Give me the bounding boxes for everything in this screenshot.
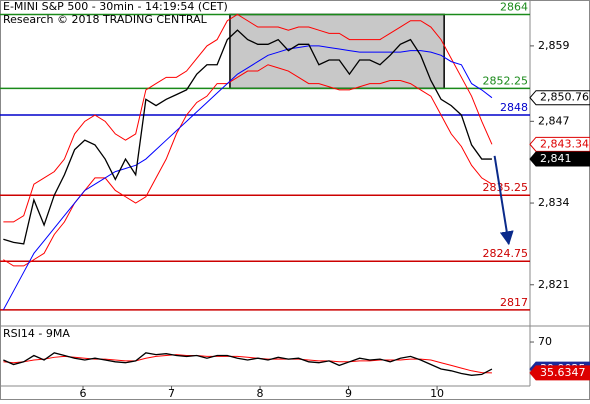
x-tick-label: 6 <box>80 387 87 400</box>
last-value-box <box>529 136 590 152</box>
chart-title: E-MINI S&P 500 - 30min - 14:19:54 (CET) <box>3 0 228 13</box>
y-tick-label: 70 <box>538 335 552 348</box>
x-tick-label: 10 <box>430 387 444 400</box>
level-label: 2817 <box>500 296 528 309</box>
level-label: 2824.75 <box>483 247 529 260</box>
level-label: 2848 <box>500 101 528 114</box>
y-tick-label: 2,847 <box>538 114 570 127</box>
last-value-box <box>529 90 590 106</box>
range-box <box>229 13 445 90</box>
x-tick-label: 8 <box>257 387 264 400</box>
last-value-box <box>529 365 590 381</box>
series-line <box>3 352 493 376</box>
forecast-arrow <box>493 155 514 246</box>
x-tick-label: 9 <box>345 387 352 400</box>
series-line <box>3 29 492 245</box>
series-line <box>3 13 493 223</box>
last-value-label: 2,843.34 <box>540 137 589 150</box>
series-line <box>3 354 492 374</box>
y-tick-label: 2,821 <box>538 278 570 291</box>
y-tick-label: 2,859 <box>538 39 570 52</box>
x-tick-label: 7 <box>168 387 175 400</box>
chart-subtitle: Research © 2018 TRADING CENTRAL <box>3 13 208 26</box>
last-value-box <box>529 151 590 167</box>
last-value-label: 2,841 <box>540 152 572 165</box>
last-value-label: 35.6347 <box>540 366 586 379</box>
panel-title: RSI14 - 9MA <box>3 327 70 340</box>
level-label: 2864 <box>500 0 528 13</box>
y-tick-label: 2,834 <box>538 196 570 209</box>
level-label: 2835.25 <box>483 181 529 194</box>
last-value-label: 2,850.76 <box>540 91 589 104</box>
level-label: 2852.25 <box>483 74 529 87</box>
series-line <box>2 45 493 311</box>
